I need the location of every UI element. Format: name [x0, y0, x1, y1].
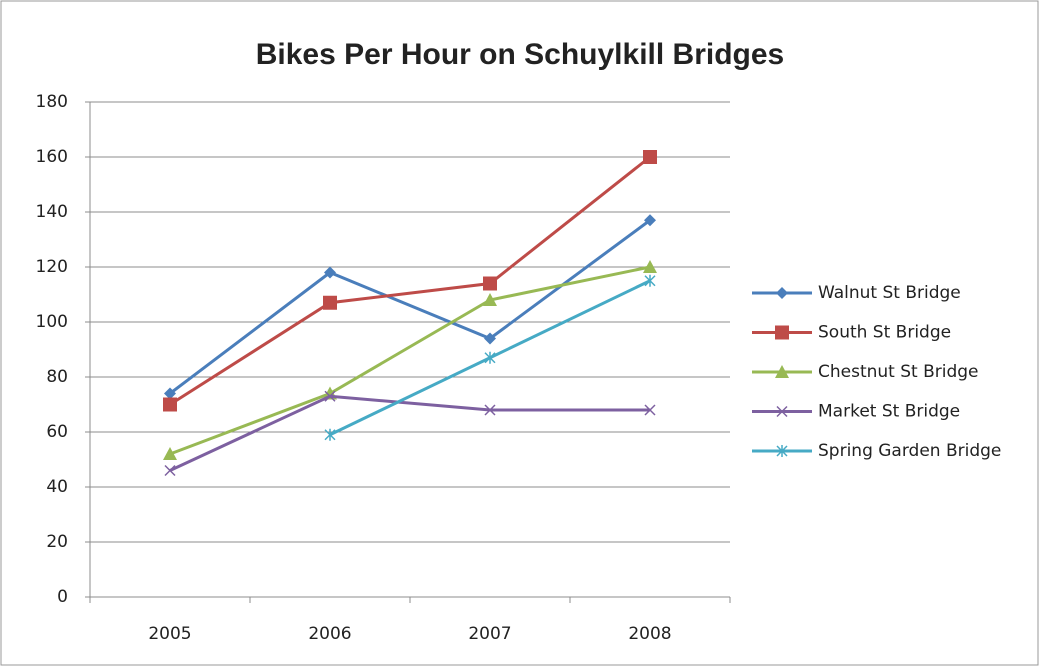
legend-label: South St Bridge: [818, 323, 951, 343]
series-line: [169, 265, 651, 456]
legend-label: Walnut St Bridge: [818, 283, 961, 303]
marker: [644, 214, 656, 227]
series-line: [169, 394, 650, 472]
x-tick-label: 2006: [308, 624, 351, 644]
legend-label: Market St Bridge: [818, 402, 960, 422]
marker: [163, 447, 177, 460]
x-tick-label: 2005: [148, 624, 191, 644]
marker: [324, 428, 336, 441]
marker: [483, 276, 497, 291]
y-tick-label: 40: [46, 477, 68, 497]
chart-title: Bikes Per Hour on Schuylkill Bridges: [256, 38, 785, 71]
marker: [644, 274, 656, 287]
marker: [164, 387, 176, 400]
marker: [643, 260, 657, 273]
x-tick-label: 2008: [628, 624, 671, 644]
marker: [324, 390, 336, 402]
y-tick-label: 160: [36, 147, 68, 167]
legend-marker: [776, 405, 788, 418]
legend-marker: [775, 365, 789, 378]
y-tick-label: 180: [36, 92, 68, 112]
y-tick-label: 120: [36, 257, 68, 277]
y-tick-label: 80: [46, 367, 68, 387]
y-tick-label: 0: [57, 587, 68, 607]
marker: [483, 293, 497, 306]
legend-label: Spring Garden Bridge: [818, 441, 1001, 461]
marker: [164, 464, 176, 477]
marker: [484, 332, 496, 345]
y-tick-label: 20: [46, 532, 68, 552]
series-line: [169, 219, 651, 395]
y-tick-label: 60: [46, 422, 68, 442]
marker: [323, 295, 337, 310]
legend-marker: [776, 445, 788, 457]
y-tick-label: 140: [36, 202, 68, 222]
legend-marker: [776, 287, 788, 299]
marker: [484, 404, 496, 416]
marker: [643, 150, 657, 164]
legend-label: Chestnut St Bridge: [818, 362, 979, 382]
y-tick-label: 100: [36, 312, 68, 332]
marker: [324, 266, 336, 279]
marker: [163, 397, 177, 412]
marker: [644, 404, 656, 416]
marker: [484, 351, 496, 364]
x-tick-label: 2007: [468, 624, 511, 644]
series-line: [169, 155, 651, 406]
legend-marker: [775, 325, 789, 340]
